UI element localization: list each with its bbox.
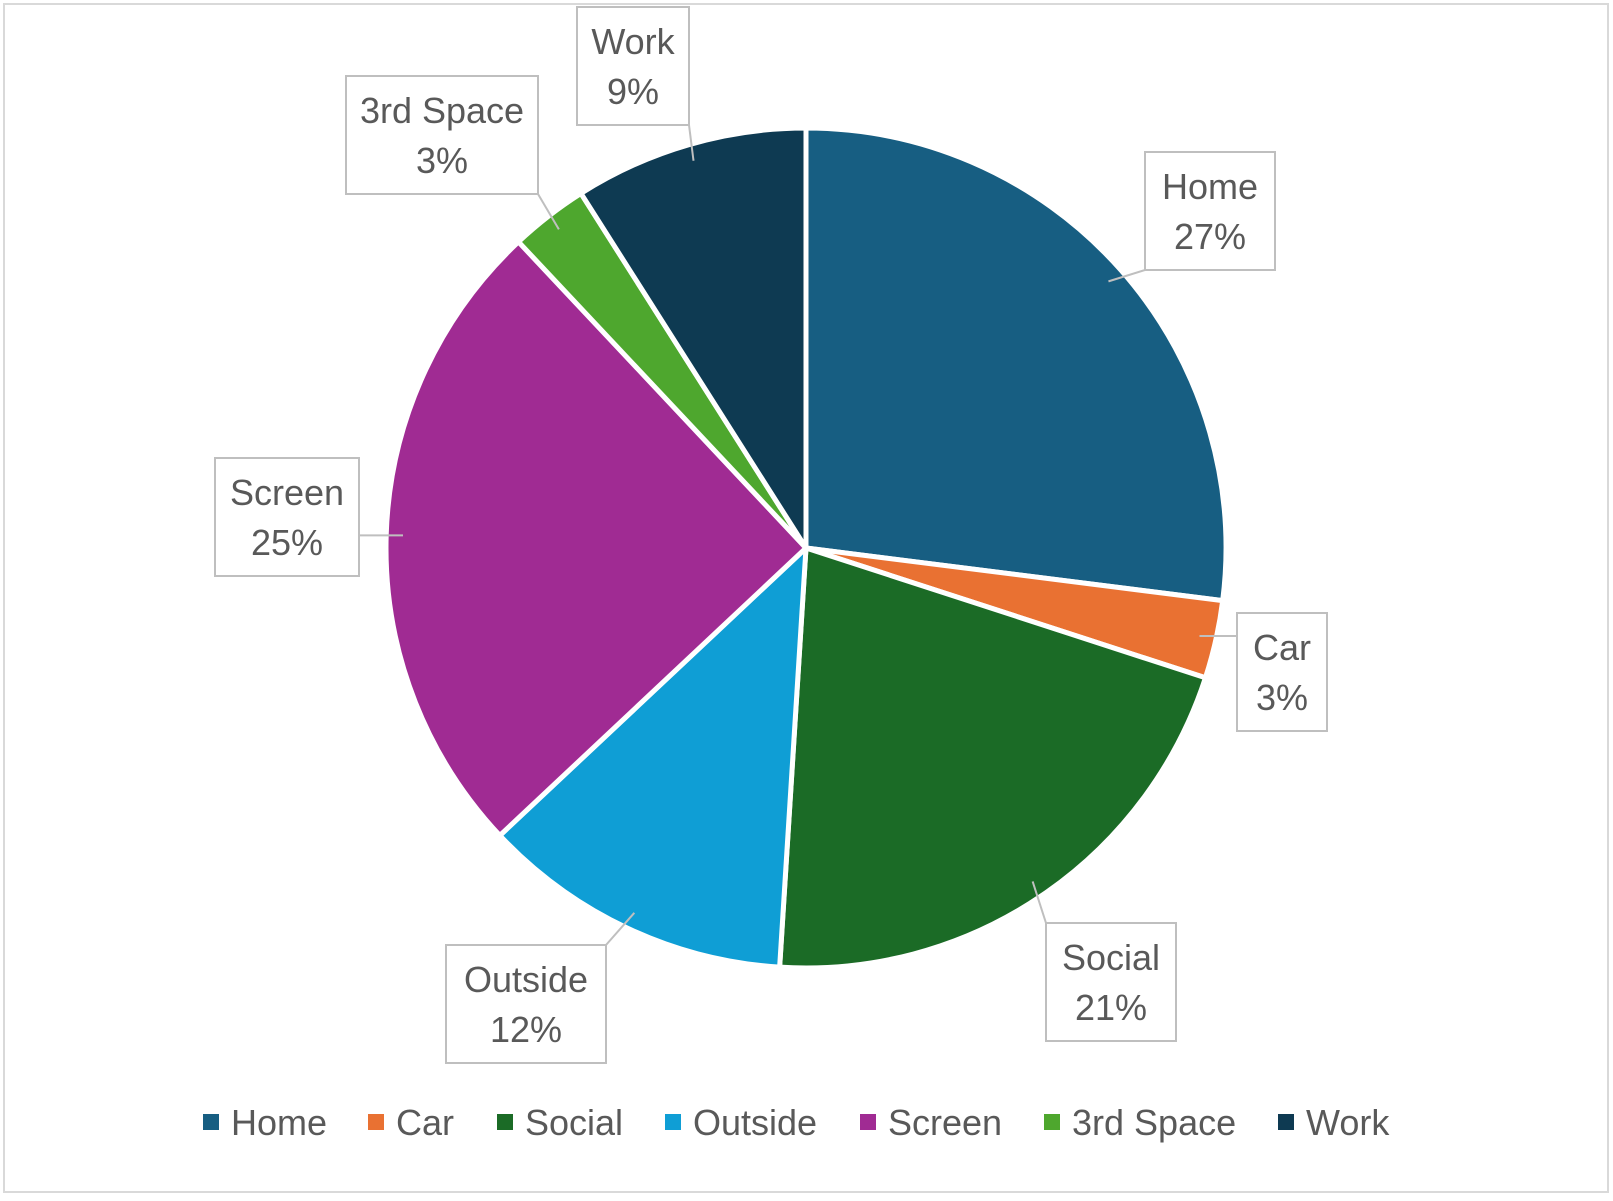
legend-label-screen: Screen — [888, 1102, 1002, 1143]
data-label-category-outside: Outside — [464, 959, 588, 1000]
pie-slice-social — [777, 545, 1208, 971]
data-label-value-outside: 12% — [490, 1009, 562, 1050]
callout-box-screen — [214, 457, 360, 577]
legend-label-home: Home — [231, 1102, 327, 1143]
pie-slice-work — [578, 125, 809, 551]
pie-slice-home — [803, 125, 1229, 604]
callout-box-outside — [445, 944, 607, 1064]
data-label-category-home: Home — [1162, 166, 1258, 207]
data-label-category-car: Car — [1253, 627, 1311, 668]
legend-label-social: Social — [525, 1102, 623, 1143]
data-label-value-car: 3% — [1256, 677, 1308, 718]
legend-label-outside: Outside — [693, 1102, 817, 1143]
callout-box-home — [1144, 151, 1276, 271]
legend-swatch-work — [1278, 1114, 1294, 1130]
legend-label-3rd-space: 3rd Space — [1072, 1102, 1236, 1143]
data-label-value-work: 9% — [607, 71, 659, 112]
data-label-category-screen: Screen — [230, 472, 344, 513]
callout-box-work — [576, 6, 690, 126]
legend-swatch-3rd-space — [1044, 1114, 1060, 1130]
callout-box-3rd-space — [345, 75, 539, 195]
data-label-value-screen: 25% — [251, 522, 323, 563]
data-label-callouts: Home 27% Car 3% Social 21% Outside 12% Screen 25%… — [214, 6, 1328, 1064]
legend-label-work: Work — [1306, 1102, 1390, 1143]
legend-swatch-car — [368, 1114, 384, 1130]
callout-leader-outside — [605, 912, 636, 946]
data-label-value-3rd-space: 3% — [416, 140, 468, 181]
callout-box-social — [1045, 922, 1177, 1042]
data-label-value-home: 27% — [1174, 216, 1246, 257]
data-label-value-social: 21% — [1075, 987, 1147, 1028]
callout-box-car — [1236, 612, 1328, 732]
data-label-category-3rd-space: 3rd Space — [360, 90, 524, 131]
callout-leader-3rd-space — [537, 193, 560, 230]
legend: Home Car Social Outside Screen 3rd Space Work — [203, 1102, 1390, 1143]
callout-leader-social — [1031, 881, 1047, 924]
callout-leader-home — [1108, 269, 1146, 283]
data-label-category-work: Work — [591, 21, 675, 62]
callout-leader-work — [688, 124, 695, 161]
data-label-category-social: Social — [1062, 937, 1160, 978]
legend-swatch-social — [497, 1114, 513, 1130]
legend-label-car: Car — [396, 1102, 454, 1143]
legend-swatch-screen — [860, 1114, 876, 1130]
pie-slice-outside — [497, 545, 809, 970]
legend-swatch-outside — [665, 1114, 681, 1130]
legend-swatch-home — [203, 1114, 219, 1130]
pie-slices — [383, 125, 1229, 971]
